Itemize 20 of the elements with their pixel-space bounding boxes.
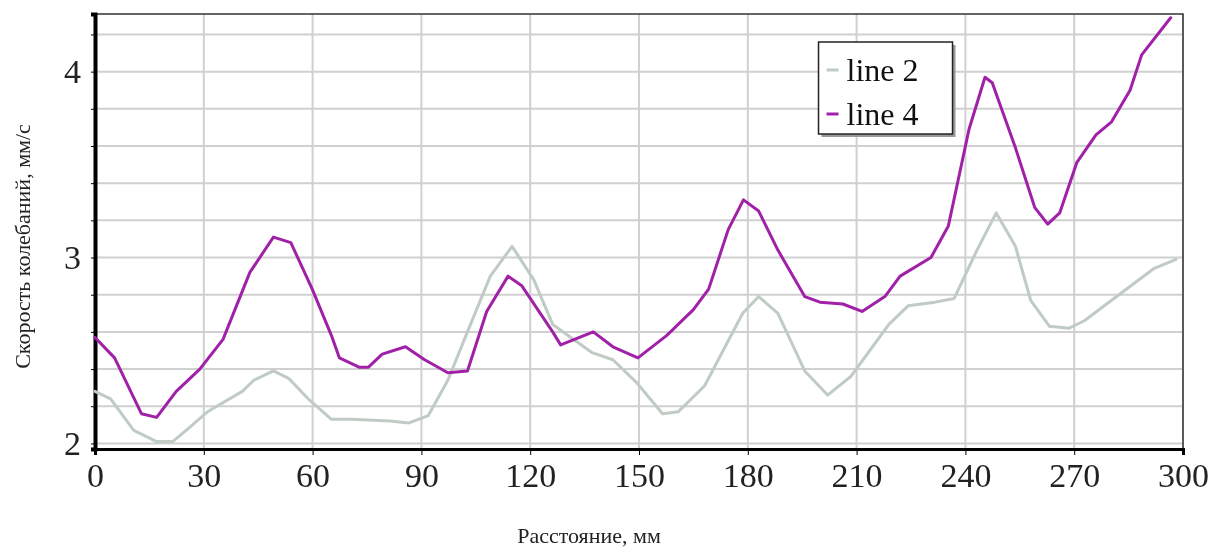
- x-tick-label: 300: [1158, 457, 1209, 495]
- x-tick-label: 0: [87, 457, 104, 495]
- x-tick-label: 60: [296, 457, 331, 495]
- x-axis-title: Расстояние, мм: [517, 523, 661, 548]
- y-axis-title: Скорость колебаний, мм/с: [10, 123, 35, 369]
- x-tick-label: 210: [831, 457, 883, 495]
- line-series: [93, 211, 1178, 444]
- legend-label: line 2: [846, 52, 919, 88]
- x-tick-label: 30: [187, 457, 222, 495]
- x-tick-label: 120: [505, 457, 557, 495]
- line-series: [93, 16, 1173, 419]
- y-tick-label: 3: [64, 238, 81, 276]
- legend-label: line 4: [846, 96, 919, 132]
- y-tick-label: 2: [64, 424, 81, 462]
- x-tick-label: 90: [404, 457, 439, 495]
- x-tick-label: 270: [1049, 457, 1101, 495]
- y-tick-label: 4: [64, 53, 81, 91]
- x-tick-label: 240: [940, 457, 992, 495]
- x-tick-label: 150: [614, 457, 665, 495]
- x-tick-label: 180: [722, 457, 774, 495]
